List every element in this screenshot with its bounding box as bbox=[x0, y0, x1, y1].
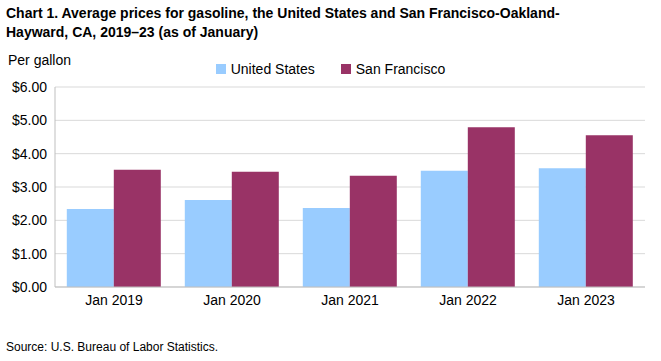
svg-text:Jan 2023: Jan 2023 bbox=[557, 292, 615, 308]
svg-text:$2.00: $2.00 bbox=[12, 212, 47, 228]
html-text:Per gallon: Per gallon bbox=[8, 52, 71, 68]
svg-text:Jan 2021: Jan 2021 bbox=[321, 292, 379, 308]
html-text:San Francisco: San Francisco bbox=[355, 61, 446, 77]
html-text:United States: United States bbox=[230, 61, 315, 77]
svg-text:Jan 2022: Jan 2022 bbox=[439, 292, 497, 308]
html-text:Source: U.S. Bureau of Labor S: Source: U.S. Bureau of Labor Statistics. bbox=[6, 340, 219, 354]
svg-text:$4.00: $4.00 bbox=[12, 146, 47, 162]
svg-text:Jan 2019: Jan 2019 bbox=[85, 292, 143, 308]
svg-text:$1.00: $1.00 bbox=[12, 246, 47, 262]
svg-text:$5.00: $5.00 bbox=[12, 112, 47, 128]
html-text:Chart 1. Average prices for ga: Chart 1. Average prices for gasoline, th… bbox=[6, 5, 560, 40]
svg-text:Jan 2020: Jan 2020 bbox=[203, 292, 261, 308]
svg-text:$3.00: $3.00 bbox=[12, 179, 47, 195]
svg-text:$0.00: $0.00 bbox=[12, 279, 47, 295]
svg-text:$6.00: $6.00 bbox=[12, 79, 47, 95]
